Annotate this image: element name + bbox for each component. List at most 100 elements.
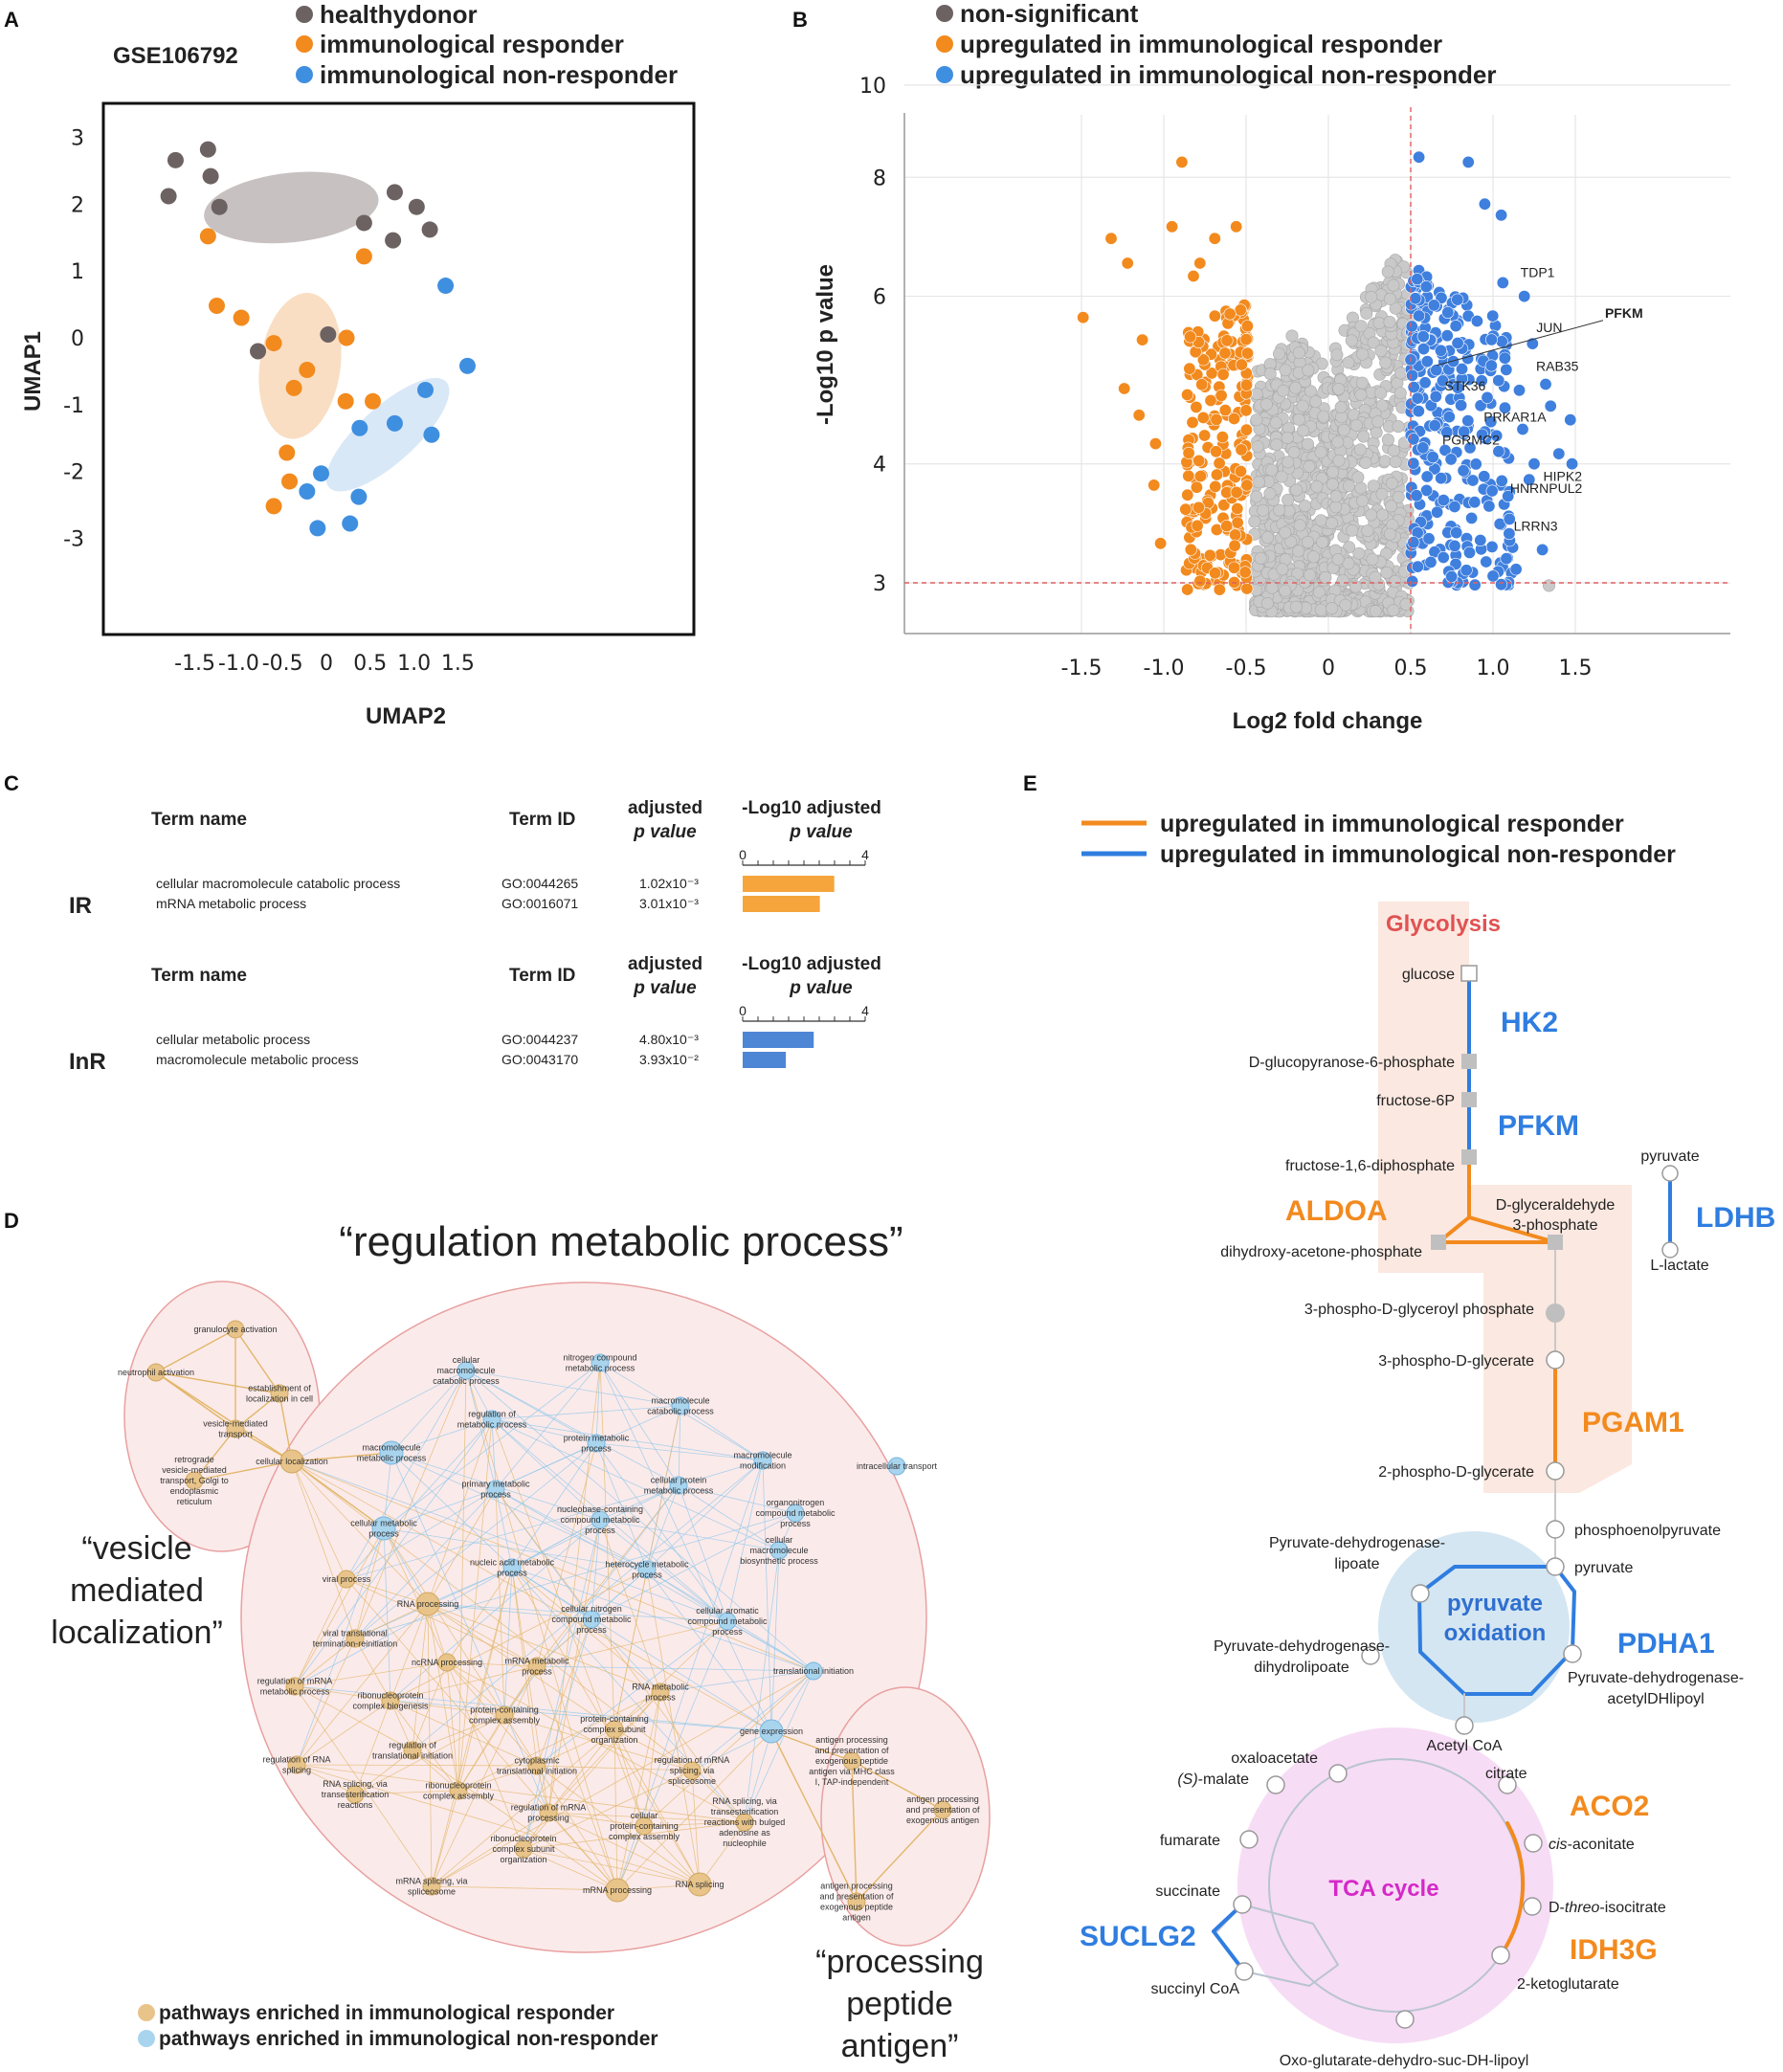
umap-point-1-9 (365, 392, 382, 410)
enrichment-table: Term name Term ID adjusted p value -Log10 ad… (69, 798, 881, 1075)
volcano-point-552 (1282, 456, 1295, 469)
network-node-n50 (842, 1751, 861, 1771)
network-label-n22-0: heterocycle metabolic (605, 1560, 689, 1570)
network-label-n35-0: protein-containing (580, 1714, 649, 1724)
network-label-n4-1: transport (218, 1430, 253, 1439)
volcano-point-1607 (1566, 457, 1579, 471)
enrichment-bar-1-1 (743, 1052, 787, 1068)
label-oxo-lipoyl: Oxo-glutarate-dehydro-suc-DH-lipoyl (1280, 2053, 1529, 2069)
volcano-point-1290 (1077, 311, 1090, 324)
umap-frame (101, 101, 696, 636)
network-edge-253 (291, 1452, 392, 1462)
umap-point-1-2 (233, 309, 250, 326)
volcano-point-1603 (1539, 377, 1552, 390)
umap-point-1-7 (337, 392, 354, 410)
volcano-point-1023 (1392, 420, 1405, 434)
network-label-n33-1: process (645, 1693, 676, 1703)
volcano-point-1611 (1552, 447, 1566, 460)
legend-a-dot-0 (296, 6, 313, 23)
network-label-n6-2: transport, Golgi to (160, 1476, 229, 1485)
legend-a-label-1: immunological responder (320, 30, 624, 58)
volcano-point-1050 (1356, 347, 1370, 361)
volcano-point-995 (1326, 465, 1340, 479)
term-p-0-1: 3.01x10⁻³ (639, 896, 699, 911)
volcano-point-1545 (1437, 374, 1450, 388)
volcano-point-1295 (1132, 409, 1146, 422)
volcano-point-1578 (1419, 280, 1433, 294)
volcano-point-512 (1296, 399, 1309, 412)
volcano-point-1136 (1182, 469, 1195, 482)
volcano-point-1257 (1211, 468, 1224, 481)
volcano-point-1204 (1218, 346, 1232, 360)
network-node-n13 (753, 1451, 772, 1470)
volcano-point-482 (1279, 364, 1292, 377)
network-label-n46-2: organization (500, 1855, 546, 1864)
label-2pg: 2-phospho-D-glycerate (1378, 1464, 1534, 1481)
umap-point-2-10 (309, 520, 326, 537)
network-edge-156 (294, 1661, 448, 1687)
label-f6p: fructose-6P (1376, 1093, 1455, 1109)
label-pyruvate-ldh: pyruvate (1640, 1148, 1699, 1165)
volcano-point-1077 (1381, 265, 1394, 278)
node-pd-acetyl (1563, 1644, 1582, 1663)
legend-e-label-1: upregulated in immunological non-respond… (1160, 841, 1676, 868)
network-label-n39-1: translational initiation (497, 1767, 577, 1776)
network-edge-108 (446, 1567, 513, 1663)
volcano-point-1236 (1228, 412, 1241, 425)
volcano-point-1148 (1190, 400, 1203, 413)
network-label-n29-1: process (522, 1667, 552, 1677)
network-node-n3 (270, 1384, 289, 1403)
umap-ylabel: UMAP1 (20, 331, 46, 412)
node-f6p (1461, 1092, 1477, 1107)
pathway-legend: upregulated in immunological responder u… (1081, 811, 1676, 868)
label-isocitrate: D-threo-isocitrate (1549, 1900, 1666, 1916)
volcano-point-1557 (1478, 470, 1491, 483)
volcano-point-549 (1309, 395, 1323, 409)
glycolysis-region (1378, 902, 1632, 1493)
umap-point-2-0 (437, 278, 455, 295)
volcano-point-1516 (1420, 355, 1434, 368)
network-edge-235 (523, 1821, 746, 1850)
network-edge-191 (523, 1691, 661, 1850)
network-node-n48 (605, 1878, 630, 1903)
network-edge-74 (678, 1484, 796, 1514)
volcano-point-1070 (1331, 552, 1345, 566)
network-label-n19-1: compound metabolic (560, 1515, 640, 1525)
network-edge-102 (523, 1519, 601, 1850)
network-label-n14-0: intracellular transport (857, 1461, 938, 1471)
network-edge-186 (613, 1691, 661, 1730)
legend-b-dot-1 (936, 35, 953, 53)
volcano-point-1549 (1406, 574, 1419, 588)
network-label-n45-0: RNA splicing, via (712, 1796, 777, 1806)
network-label-n50-1: and presentation of (814, 1746, 889, 1755)
network-label-n41-0: ribonucleoprotein (425, 1781, 491, 1791)
network-edge-209 (354, 1749, 413, 1795)
network-label-n52-0: antigen processing (820, 1882, 893, 1891)
volcano-point-1297 (1154, 537, 1168, 550)
volcano-point-1521 (1447, 355, 1460, 368)
umap-ellipse-2 (325, 377, 450, 492)
volcano-point-1294 (1118, 382, 1131, 395)
network-edge-42 (491, 1418, 728, 1622)
volcano-point-522 (1277, 384, 1290, 397)
volcano-point-1066 (1336, 574, 1349, 588)
volcano-point-1075 (1389, 574, 1402, 588)
network-edge-31 (678, 1405, 681, 1486)
volcano-point-1476 (1424, 555, 1438, 568)
network-edge-231 (547, 1812, 701, 1885)
volcano-point-942 (1378, 455, 1392, 468)
network-node-n11 (587, 1434, 606, 1453)
volcano-point-1275 (1223, 307, 1237, 321)
volcano-point-1567 (1407, 457, 1420, 470)
umap-point-2-4 (423, 426, 440, 443)
volcano-point-1270 (1240, 479, 1254, 492)
term-id-1-1: GO:0043170 (501, 1052, 578, 1067)
network-label-n32-1: complex biogenesis (352, 1702, 429, 1711)
volcano-point-1069 (1369, 605, 1382, 618)
network-label-n44-1: protein-containing (610, 1821, 679, 1831)
network-label-n40-2: spliceosome (668, 1776, 716, 1786)
node-glucose (1460, 965, 1478, 982)
volcano-point-1035 (1339, 598, 1352, 612)
network-label-n47-1: spliceosome (408, 1887, 456, 1897)
network-label-n15-0: primary metabolic (461, 1480, 530, 1489)
